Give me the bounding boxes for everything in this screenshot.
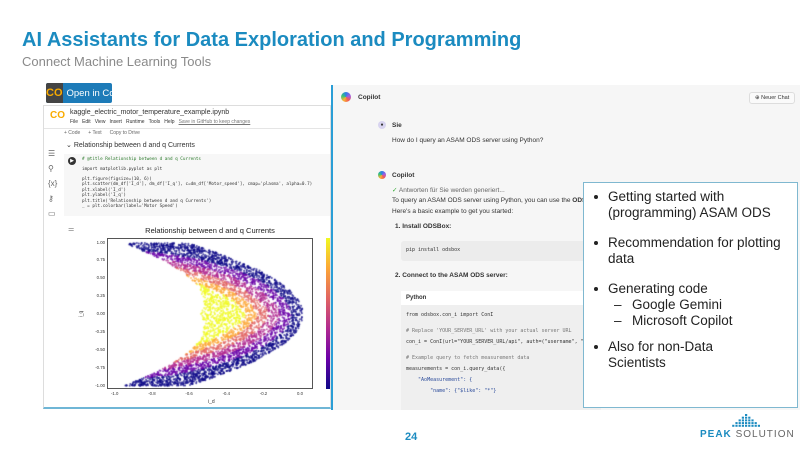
code-line: from odsbox.con_i import ConI — [406, 312, 494, 318]
code-line: plt.figure(figsize=(10, 6)) — [82, 176, 152, 182]
menu-edit[interactable]: Edit — [82, 119, 91, 125]
user-name: Sie — [392, 122, 402, 129]
bullet-item: Recommendation for plotting data — [592, 235, 789, 267]
x-tick-label: -1.0 — [111, 391, 119, 396]
y-tick-label: -0.25 — [95, 328, 105, 334]
x-tick-label: -0.6 — [185, 391, 193, 396]
x-tick-label: -0.8 — [148, 391, 156, 396]
scatter-plot-area — [107, 238, 314, 390]
y-tick-label: 0.00 — [96, 311, 105, 316]
menu-tools[interactable]: Tools — [148, 119, 161, 125]
sub-bullet-item: Microsoft Copilot — [608, 313, 789, 329]
copilot-logo-icon — [341, 92, 351, 102]
peak-logo-icon — [732, 414, 760, 427]
x-tick-label: -0.2 — [259, 391, 268, 396]
menu-insert[interactable]: Insert — [109, 119, 122, 125]
scatter-points — [108, 239, 314, 390]
new-chat-icon: ⊕ — [755, 95, 762, 101]
y-tick-label: 0.75 — [96, 257, 105, 263]
new-chat-button[interactable]: ⊕ Neuer Chat — [749, 92, 796, 104]
code-line: import matplotlib.pyplot as plt — [82, 166, 163, 172]
add-text-button[interactable]: + Text — [88, 130, 102, 136]
y-tick-label: -0.75 — [95, 364, 105, 370]
code-line: plt.ylabel('I_q') — [82, 193, 126, 199]
python-code-block: Python from odsbox.con_i import ConI # R… — [401, 291, 601, 410]
user-avatar-icon: ● — [378, 121, 386, 129]
toc-icon[interactable]: ☰ — [48, 149, 56, 158]
response-intro-2: Here's a basic example to get you starte… — [392, 208, 514, 215]
bot-name: Copilot — [392, 172, 415, 179]
y-tick-label: 0.25 — [96, 293, 105, 299]
colab-logo-icon: CO — [46, 83, 63, 103]
step-1: 1. Install ODSBox: — [395, 223, 452, 230]
colab-sidebar: ☰ ⚲ {x} ⚷ ▭ — [48, 146, 57, 221]
secrets-icon[interactable]: ⚷ — [48, 194, 54, 203]
save-github-link[interactable]: Save in GitHub to keep changes — [178, 119, 251, 125]
code-line: "name": {"$like": "*"} — [406, 388, 497, 394]
status-text: Antworten für Sie werden generiert... — [398, 187, 505, 194]
sub-bullet-item: Google Gemini — [608, 297, 789, 313]
y-tick-label: -1.00 — [95, 382, 105, 388]
copy-to-drive-button[interactable]: Copy to Drive — [109, 130, 140, 136]
menu-runtime[interactable]: Runtime — [125, 119, 145, 125]
new-chat-label: Neuer Chat — [761, 95, 790, 101]
menu-help[interactable]: Help — [164, 119, 175, 125]
folder-icon[interactable]: ▭ — [48, 209, 56, 218]
code-cell[interactable]: ▶ # @title Relationship between d and q … — [64, 154, 330, 216]
install-code-block: pip install odsbox — [401, 241, 601, 261]
user-message: How do I query an ASAM ODS server using … — [392, 137, 544, 144]
open-in-colab-button[interactable]: CO Open in Colab — [46, 83, 112, 103]
check-icon: ✓ — [392, 187, 399, 194]
colorbar — [326, 238, 330, 389]
add-code-button[interactable]: + Code — [64, 130, 81, 136]
response-intro: To query an ASAM ODS server using Python… — [392, 197, 603, 204]
notebook-filename[interactable]: kaggle_electric_motor_temperature_exampl… — [70, 109, 230, 116]
copilot-avatar-icon — [378, 171, 386, 179]
colab-notebook-screenshot: CO kaggle_electric_motor_temperature_exa… — [43, 105, 331, 409]
menu-file[interactable]: File — [70, 119, 79, 125]
page-number: 24 — [405, 431, 418, 443]
peak-solution-logo: PEAK SOLUTION — [700, 413, 794, 441]
code-line: plt.scatter(dm_df['I_d'], dm_df['I_q'], … — [82, 182, 313, 188]
x-tick-label: -0.4 — [222, 391, 230, 396]
y-tick-label: 0.50 — [96, 275, 105, 281]
app-name: Copilot — [358, 94, 381, 101]
code-line: measurements = con_i.query_data({ — [406, 366, 506, 372]
output-toggle-icon[interactable]: ⚌ — [68, 226, 75, 233]
code-line: "AoMeasurement": { — [406, 377, 473, 383]
bullet-item: Generating code Google Gemini Microsoft … — [592, 281, 789, 329]
callout-box: Getting started with (programming) ASAM … — [583, 182, 798, 408]
variables-icon[interactable]: {x} — [48, 179, 58, 188]
code-line: plt.title('Relationship between d and q … — [82, 198, 212, 204]
y-tick-label: -0.50 — [95, 346, 105, 352]
bullet-item: Also for non-Data Scientists — [592, 339, 742, 371]
section-title: Relationship between d and q Currents — [73, 142, 195, 149]
plot-title: Relationship between d and q Currents — [145, 226, 275, 235]
search-icon[interactable]: ⚲ — [48, 164, 54, 173]
y-tick-label: 1.00 — [96, 239, 105, 245]
run-cell-icon[interactable]: ▶ — [68, 157, 76, 165]
colab-logo-icon: CO — [50, 110, 65, 121]
open-in-colab-label: Open in Colab — [66, 87, 113, 99]
code-line: con_i = ConI(url="YOUR_SERVER_URL/api", … — [406, 339, 590, 345]
section-heading[interactable]: ⌄ Relationship between d and q Currents — [66, 142, 195, 149]
code-line: _ = plt.colorbar(label='Motor Speed') — [82, 204, 178, 210]
bullet-item: Getting started with (programming) ASAM … — [592, 189, 789, 221]
code-line: # Replace 'YOUR_SERVER_URL' with your ac… — [406, 328, 572, 334]
code-line: # Example query to fetch measurement dat… — [406, 355, 530, 361]
x-tick-label: 0.0 — [297, 391, 303, 396]
slide-title: AI Assistants for Data Exploration and P… — [22, 29, 522, 51]
code-language-label: Python — [401, 291, 601, 305]
colab-menu-bar: File Edit View Insert Runtime Tools Help… — [70, 119, 250, 125]
menu-view[interactable]: View — [94, 119, 106, 125]
x-axis-label: i_d — [208, 399, 215, 405]
code-line: plt.xlabel('I_d') — [82, 187, 126, 193]
y-axis-label: i_q — [78, 310, 85, 318]
step-2: 2. Connect to the ASAM ODS server: — [395, 272, 508, 279]
code-line: # @title Relationship between d and q Cu… — [82, 157, 201, 162]
slide-subtitle: Connect Machine Learning Tools — [22, 54, 212, 69]
